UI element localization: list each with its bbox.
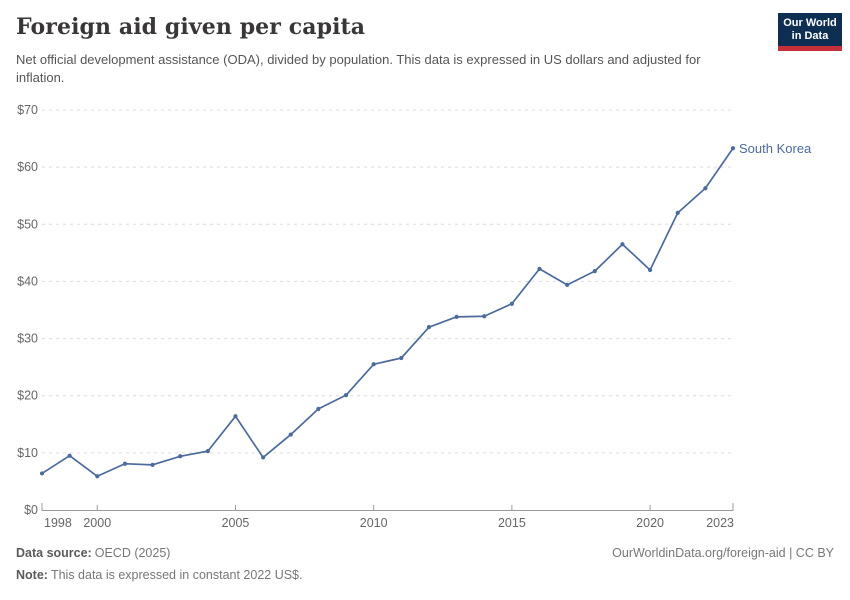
x-tick-label: 1998 (44, 516, 72, 530)
data-point (205, 449, 210, 454)
data-point (675, 210, 680, 215)
data-point (730, 146, 736, 151)
page-title: Foreign aid given per capita (16, 14, 366, 40)
data-source-line: Data source: OECD (2025) (16, 546, 170, 560)
data-point (233, 414, 238, 419)
y-tick-label: $60 (17, 160, 38, 174)
y-tick-label: $50 (17, 217, 38, 231)
data-point (178, 454, 183, 459)
owid-citation-link[interactable]: OurWorldinData.org/foreign-aid | CC BY (612, 546, 834, 560)
series-label: South Korea (739, 141, 812, 156)
x-tick-label: 2005 (222, 516, 250, 530)
x-tick-label: 2010 (360, 516, 388, 530)
note-value: This data is expressed in constant 2022 … (50, 568, 303, 582)
x-tick-label: 2015 (498, 516, 526, 530)
data-point (67, 453, 72, 458)
chart-subtitle: Net official development assistance (ODA… (16, 52, 701, 86)
y-tick-label: $70 (17, 103, 38, 117)
data-point (620, 242, 625, 247)
data-source-value: OECD (2025) (94, 546, 171, 560)
y-tick-label: $30 (17, 332, 38, 346)
owid-logo-line1: Our World (783, 16, 837, 29)
owid-logo-line2: in Data (791, 29, 829, 42)
data-point (39, 471, 45, 476)
data-point (592, 269, 597, 274)
data-point (482, 314, 487, 319)
data-point (565, 282, 570, 287)
data-source-label: Data source: (16, 546, 92, 560)
series-line (41, 147, 734, 478)
owid-logo[interactable]: Our World in Data (778, 13, 842, 51)
data-point (537, 266, 542, 271)
data-point (426, 325, 432, 330)
data-point (261, 455, 266, 460)
data-point (703, 186, 708, 191)
x-axis (41, 503, 734, 511)
data-point (288, 432, 293, 437)
x-tick-label: 2023 (706, 516, 734, 530)
y-tick-label: $20 (17, 389, 38, 403)
data-point (509, 301, 514, 306)
data-point (150, 462, 155, 467)
note-label: Note: (16, 568, 48, 582)
y-tick-label: $10 (17, 446, 38, 460)
data-point (371, 362, 376, 367)
note-line: Note: This data is expressed in constant … (16, 568, 303, 582)
y-tick-label: $0 (24, 503, 38, 517)
y-tick-label: $40 (17, 274, 38, 288)
x-tick-label: 2020 (636, 516, 664, 530)
data-point (122, 461, 128, 466)
data-point (647, 267, 653, 273)
data-point (399, 355, 404, 361)
data-point (343, 393, 349, 398)
data-point (454, 314, 459, 319)
x-tick-label: 2000 (83, 516, 111, 530)
data-point (316, 406, 321, 411)
data-point (95, 474, 100, 479)
